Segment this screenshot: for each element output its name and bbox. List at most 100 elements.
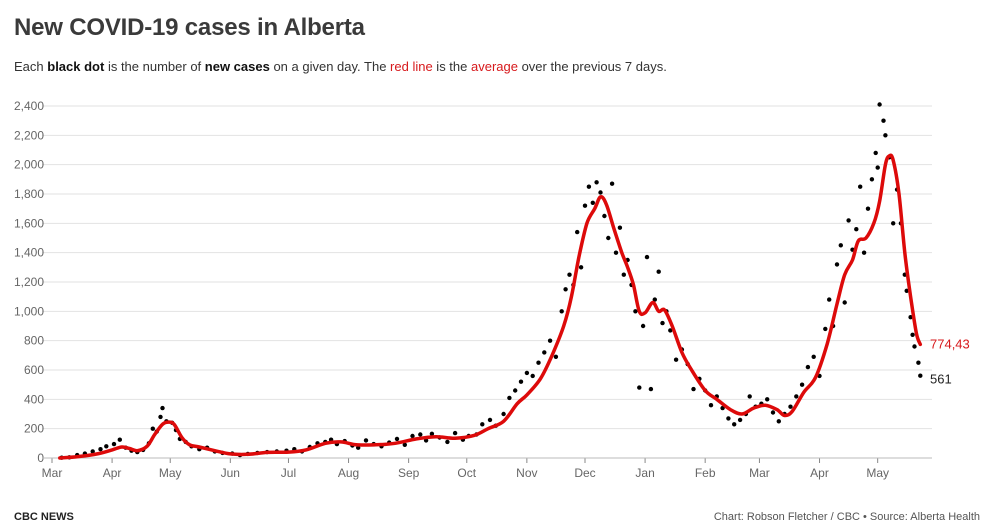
daily-cases-dot	[858, 184, 863, 189]
chart-subtitle: Each black dot is the number of new case…	[14, 59, 667, 74]
daily-cases-dot	[602, 213, 607, 219]
daily-cases-dot	[402, 442, 407, 447]
daily-cases-dot	[410, 433, 415, 439]
y-tick-label: 600	[24, 363, 44, 377]
daily-cases-dot	[788, 404, 793, 409]
daily-cases-dot	[918, 373, 923, 378]
x-tick-label: Aug	[338, 466, 359, 480]
daily-cases-dot	[111, 441, 117, 447]
subtitle-text: on a given day. The	[269, 59, 391, 74]
daily-cases-dot	[673, 357, 679, 362]
daily-cases-dot	[891, 221, 896, 226]
cases-chart: 0 200 400 600 800 1,000 1,200 1,400 1,600 1,800 2,…	[14, 99, 970, 480]
daily-cases-dot	[542, 350, 547, 355]
subtitle-text: is the number of	[104, 59, 205, 74]
daily-cases-dot	[578, 265, 584, 270]
x-tick-label: Feb	[695, 466, 716, 480]
y-tick-label: 400	[24, 392, 44, 406]
daily-cases-dot	[660, 320, 665, 326]
daily-cases-dot	[726, 416, 731, 421]
daily-cases-dot	[536, 360, 541, 365]
x-tick-label: Jun	[221, 466, 240, 480]
y-tick-label: 800	[24, 334, 44, 348]
daily-cases-dot	[418, 432, 423, 437]
daily-cases-dot	[158, 414, 163, 420]
daily-cases-dot	[487, 417, 493, 423]
daily-cases-dot	[575, 229, 580, 235]
daily-cases-dot	[904, 288, 909, 293]
x-tick-label: Jul	[281, 466, 296, 480]
daily-cases-dot	[507, 395, 512, 401]
daily-cases-dot	[429, 431, 435, 436]
x-tick-label: Nov	[516, 466, 537, 480]
y-tick-label: 0	[37, 451, 44, 465]
subtitle-black-dot: black dot	[47, 59, 105, 74]
daily-cases-dot	[621, 272, 626, 277]
subtitle-average: average	[470, 59, 518, 74]
average-end-label: 774,43	[930, 336, 970, 351]
daily-cases-dot	[582, 203, 588, 208]
daily-cases-dot	[737, 417, 743, 423]
daily-cases-dot	[861, 250, 867, 255]
daily-cases-dot	[553, 354, 559, 359]
daily-cases-dot	[732, 422, 737, 427]
daily-cases-dot	[881, 118, 886, 123]
daily-cases-dot	[708, 403, 714, 408]
daily-cases-dot	[691, 386, 696, 392]
daily-cases-dot	[117, 437, 123, 442]
x-tick-label: Dec	[574, 466, 595, 480]
daily-cases-dot	[875, 165, 880, 170]
daily-cases-dot	[747, 394, 752, 399]
daily-cases-dot	[609, 181, 615, 186]
daily-cases-dot	[644, 254, 650, 260]
cases-end-label: 561	[930, 372, 952, 387]
x-tick-label: Apr	[810, 466, 829, 480]
daily-cases-dot	[613, 250, 619, 255]
y-tick-label: 1,200	[14, 275, 44, 289]
subtitle-red-line: red line	[390, 59, 433, 74]
daily-cases-dot	[823, 326, 828, 332]
y-tick-label: 1,400	[14, 246, 44, 260]
daily-cases-dot	[567, 272, 572, 277]
daily-cases-dot	[799, 382, 805, 387]
daily-cases-dot	[648, 386, 654, 392]
x-tick-label: May	[159, 466, 182, 480]
daily-cases-dot	[908, 315, 913, 320]
daily-cases-dot	[480, 422, 485, 427]
daily-cases-dot	[842, 300, 847, 305]
daily-cases-dot	[854, 227, 859, 232]
daily-cases-dot	[559, 309, 564, 314]
chart-title: New COVID-19 cases in Alberta	[14, 14, 365, 41]
subtitle-text: over the previous 7 days.	[517, 59, 667, 74]
daily-cases-dot	[590, 200, 595, 205]
daily-cases-dot	[598, 190, 603, 195]
x-tick-label: Mar	[42, 466, 63, 480]
y-tick-label: 1,000	[14, 304, 44, 318]
daily-cases-dot	[865, 206, 871, 211]
x-tick-label: Apr	[103, 466, 122, 480]
y-tick-label: 2,000	[14, 158, 44, 172]
daily-cases-dot	[530, 373, 535, 379]
x-tick-label: Jan	[635, 466, 654, 480]
daily-cases-dot	[652, 297, 657, 302]
x-tick-label: May	[866, 466, 889, 480]
daily-cases-dot	[873, 150, 878, 156]
daily-cases-dot	[633, 309, 638, 314]
daily-cases-dot	[776, 419, 781, 424]
daily-cases-dot	[912, 344, 917, 349]
y-tick-label: 200	[24, 422, 44, 436]
daily-cases-dot	[770, 410, 776, 415]
seven-day-average-line	[58, 153, 923, 460]
subtitle-new-cases: new cases	[204, 59, 270, 74]
daily-cases-dot	[811, 354, 816, 359]
daily-cases-dot	[869, 177, 875, 182]
y-tick-label: 2,200	[14, 128, 44, 142]
daily-cases-dot	[617, 225, 623, 230]
daily-cases-dot	[160, 405, 165, 411]
daily-cases-dot	[640, 323, 646, 329]
daily-cases-dot	[452, 430, 458, 436]
daily-cases-dot	[916, 360, 921, 365]
daily-cases-dot	[668, 328, 673, 333]
x-tick-label: Sep	[398, 466, 420, 480]
daily-cases-dot	[363, 438, 369, 443]
